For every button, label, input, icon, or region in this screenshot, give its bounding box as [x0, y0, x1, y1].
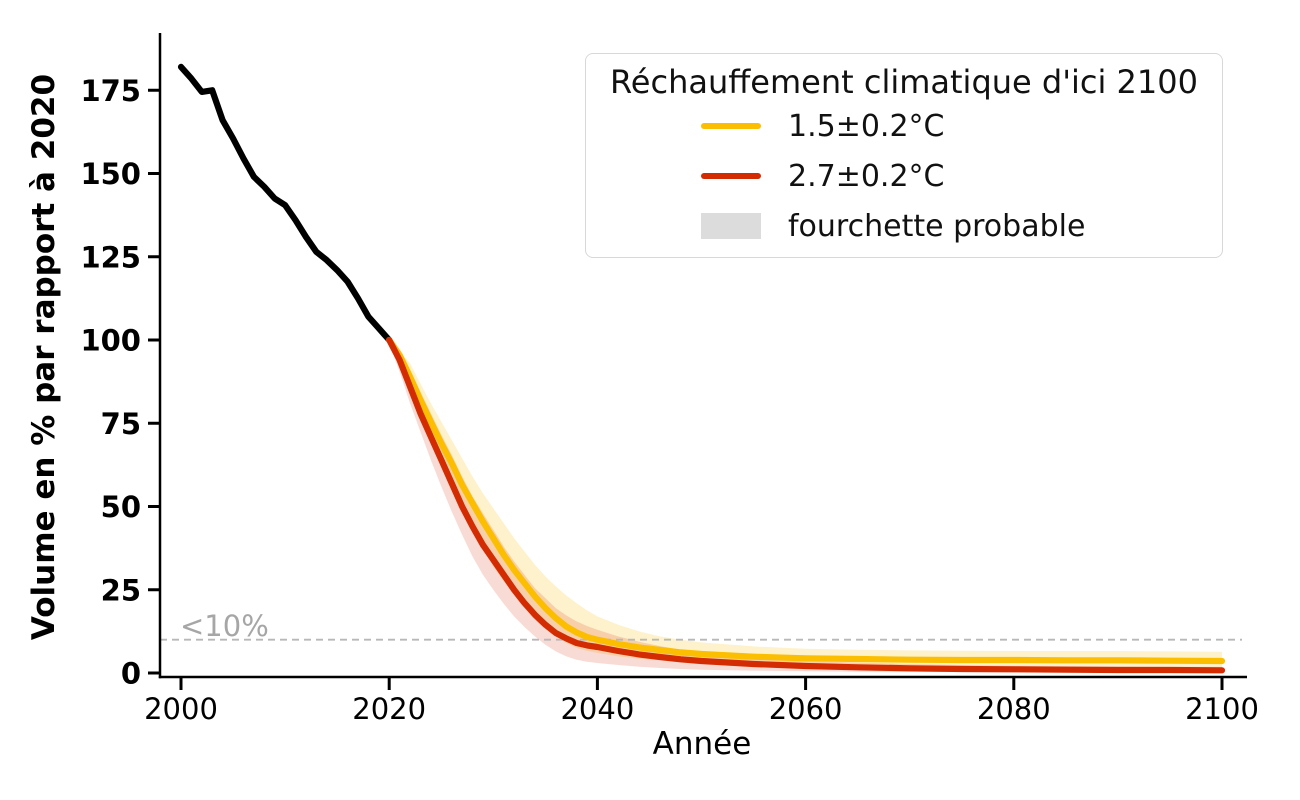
y-tick-label: 0: [121, 657, 141, 691]
threshold-annotation: <10%: [180, 609, 269, 643]
y-tick-label: 75: [101, 407, 141, 441]
y-tick-label: 25: [101, 573, 141, 607]
x-tick-label: 2100: [1185, 692, 1259, 726]
x-tick-label: 2040: [560, 692, 634, 726]
band-1.5±0.2°C: [389, 336, 1222, 667]
x-tick-label: 2000: [144, 692, 218, 726]
legend-swatch-1-5C-line: [701, 123, 761, 129]
series-line-Volume historique: [177, 63, 393, 344]
band-2.7±0.2°C: [389, 336, 1222, 673]
y-tick-label: 175: [80, 74, 141, 108]
legend: Réchauffement climatique d'ici 2100 1.5±…: [585, 53, 1223, 258]
legend-title: Réchauffement climatique d'ici 2100: [610, 63, 1198, 101]
x-axis-title: Année: [652, 726, 752, 762]
x-tick-label: 2020: [352, 692, 426, 726]
x-tick-label: 2080: [977, 692, 1051, 726]
legend-swatch-2-7C-line: [701, 173, 761, 179]
legend-entry-2-7C: 2.7±0.2°C: [586, 151, 1222, 201]
legend-label-2-7C: 2.7±0.2°C: [788, 158, 945, 194]
x-tick-label: 2060: [769, 692, 843, 726]
legend-label-likely-range: fourchette probable: [788, 208, 1086, 244]
y-axis-title: Volume en % par rapport à 2020: [26, 73, 62, 641]
series-line-2.7±0.2°C: [386, 336, 1226, 674]
legend-swatch-likely-range-patch: [701, 213, 761, 239]
legend-entry-1-5C: 1.5±0.2°C: [586, 101, 1222, 151]
y-tick-label: 150: [80, 157, 141, 191]
legend-label-1-5C: 1.5±0.2°C: [788, 108, 945, 144]
y-tick-label: 100: [80, 324, 141, 358]
y-tick-label: 50: [101, 490, 141, 524]
legend-entry-likely-range: fourchette probable: [586, 201, 1222, 251]
y-tick-label: 125: [80, 240, 141, 274]
series-line-1.5±0.2°C: [386, 336, 1226, 665]
